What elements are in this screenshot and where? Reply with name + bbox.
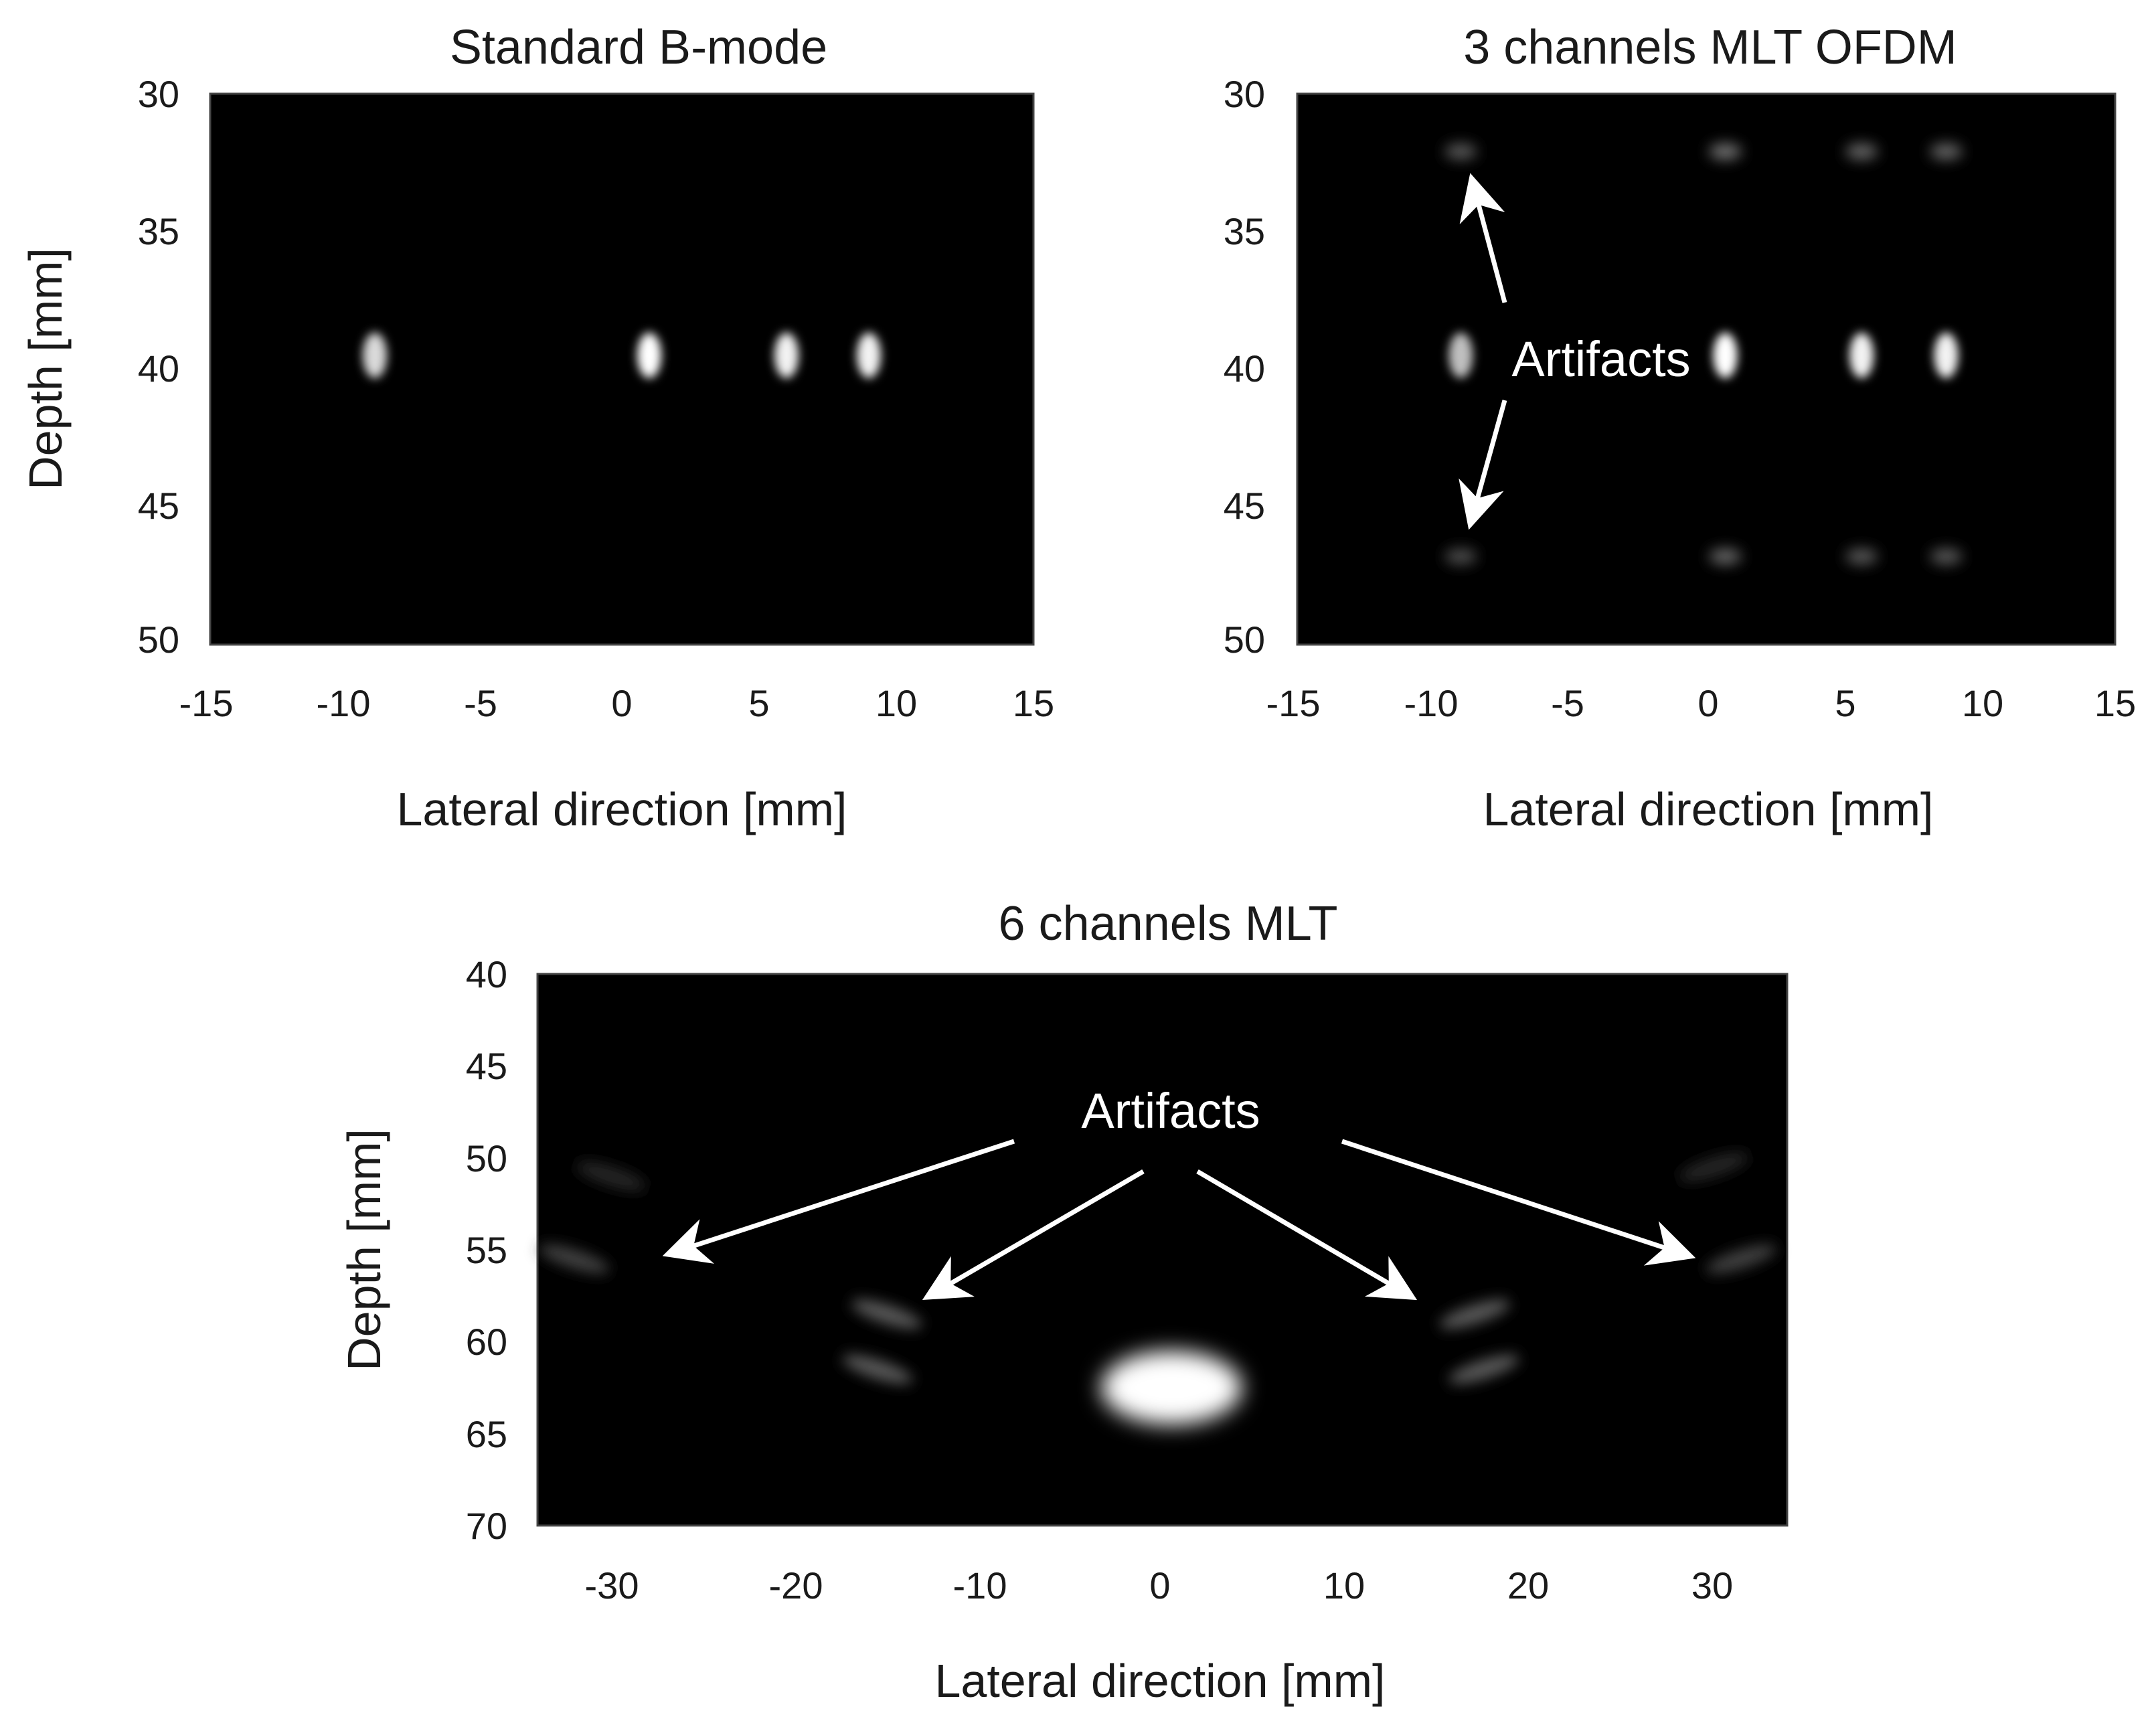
image-marks [1444,143,1963,565]
y-tick-label: 45 [1224,485,1265,527]
artifact [1930,548,1963,565]
annotation-artifacts: Artifacts [1511,331,1690,387]
point-target [637,332,661,378]
x-tick-label: 15 [1013,682,1054,724]
x-tick-label: 10 [876,682,917,724]
x-axis-label: Lateral direction [mm] [1483,783,1933,835]
annotation-artifacts: Artifacts [1081,1083,1260,1139]
y-tick-label: 35 [138,210,179,252]
x-tick-label: -30 [585,1564,639,1607]
point-target [1448,332,1473,378]
point-target [1101,1351,1242,1424]
x-tick-label: -20 [769,1564,823,1607]
y-axis-label: Depth [mm] [338,1129,390,1371]
artifact [576,1161,647,1191]
annotation-arrow [662,1139,1015,1264]
panel-title: Standard B-mode [450,21,827,74]
artifact [1930,143,1963,160]
y-tick-label: 45 [466,1045,507,1087]
x-tick-label: -5 [1551,682,1584,724]
artifact [1439,1299,1510,1329]
y-tick-label: 40 [1224,347,1265,390]
y-tick-label: 50 [138,619,179,661]
panel-title: 6 channels MLT [999,897,1338,951]
x-tick-label: 30 [1691,1564,1733,1607]
x-tick-label: 0 [1149,1564,1170,1607]
x-axis-label: Lateral direction [mm] [396,783,847,835]
panel-b-mode: Standard B-mode 30 35 40 45 50 -15 -10 -… [19,21,1054,835]
y-tick-label: 45 [138,485,179,527]
x-tick-label: -5 [464,682,497,724]
artifact [1845,143,1878,160]
x-tick-label: 10 [1962,682,2003,724]
y-tick-label: 50 [1224,619,1265,661]
x-tick-label: 0 [611,682,632,724]
point-target [857,332,881,378]
y-axis-label: Depth [mm] [19,248,72,490]
point-target [774,332,799,378]
artifact [1678,1152,1749,1181]
panel-3ch-ofdm: 3 channels MLT OFDM 30 35 40 45 50 -15 -… [1224,21,2136,835]
x-tick-label: -15 [179,682,234,724]
plot-area [209,92,1035,646]
y-ticks: 30 35 40 45 50 [138,73,179,661]
y-tick-label: 50 [466,1137,507,1179]
annotation-arrow [1196,1169,1418,1301]
x-tick-label: 15 [2094,682,2136,724]
x-tick-label: 5 [748,682,769,724]
point-target [1713,332,1738,378]
artifact [1448,1354,1519,1384]
artifact [1444,143,1477,160]
y-tick-label: 30 [138,73,179,115]
x-ticks: -15 -10 -5 0 5 10 15 [179,682,1055,724]
x-ticks: -15 -10 -5 0 5 10 15 [1266,682,2137,724]
artifact [842,1354,913,1384]
y-tick-label: 35 [1224,210,1265,252]
x-tick-label: 10 [1323,1564,1365,1607]
artifact [1444,548,1477,565]
plot-area [1296,92,2117,646]
artifact [1709,143,1742,160]
artifact [851,1299,922,1329]
artifact [539,1244,610,1274]
x-ticks: -30 -20 -10 0 10 20 30 [585,1564,1734,1607]
x-axis-label: Lateral direction [mm] [934,1655,1385,1707]
artifact [1845,548,1878,565]
y-tick-label: 65 [466,1413,507,1455]
y-tick-label: 55 [466,1229,507,1271]
x-tick-label: -10 [1404,682,1459,724]
point-target [1849,332,1874,378]
plot-area [536,973,1789,1527]
image-marks [539,1152,1776,1424]
image-marks [363,332,881,378]
point-target [1934,332,1959,378]
annotation-arrow [1459,173,1507,303]
x-tick-label: 20 [1507,1564,1549,1607]
panel-6ch: 6 channels MLT 40 45 50 55 60 65 70 -30 … [338,897,1789,1707]
point-target [363,332,387,378]
x-tick-label: 0 [1697,682,1718,724]
artifact [1706,1244,1776,1274]
y-tick-label: 40 [466,953,507,995]
x-tick-label: -10 [953,1564,1007,1607]
x-tick-label: -10 [317,682,371,724]
y-ticks: 30 35 40 45 50 [1224,73,1265,661]
y-tick-label: 70 [466,1505,507,1547]
artifact [1709,548,1742,565]
annotation-arrow [1459,400,1507,530]
y-tick-label: 40 [138,347,179,390]
panel-title: 3 channels MLT OFDM [1463,21,1957,74]
y-ticks: 40 45 50 55 60 65 70 [466,953,507,1547]
annotation-arrow [1341,1139,1696,1266]
y-tick-label: 30 [1224,73,1265,115]
x-tick-label: 5 [1835,682,1855,724]
x-tick-label: -15 [1266,682,1321,724]
y-tick-label: 60 [466,1321,507,1363]
annotation-arrow [922,1169,1145,1301]
